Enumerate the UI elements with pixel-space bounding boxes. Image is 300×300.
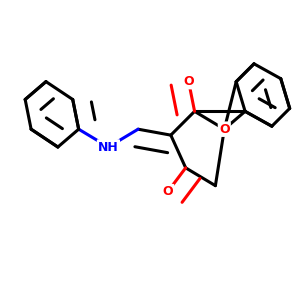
Text: O: O: [163, 185, 173, 198]
Text: O: O: [219, 123, 230, 136]
Text: O: O: [183, 75, 194, 88]
Text: NH: NH: [98, 140, 119, 154]
